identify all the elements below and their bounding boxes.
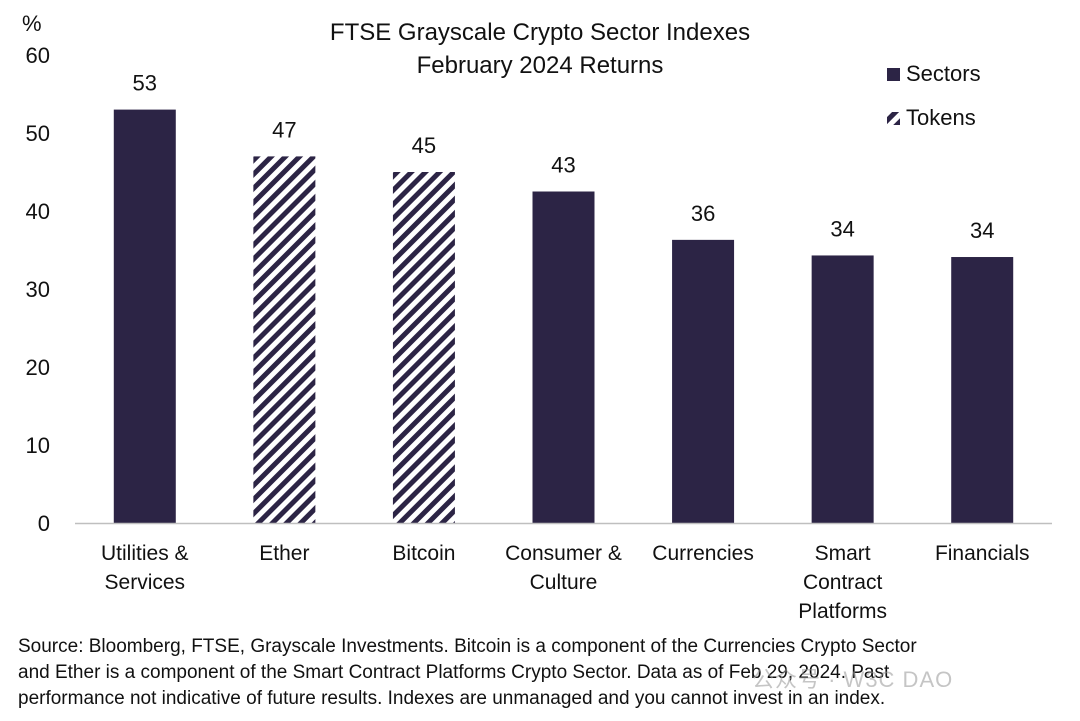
legend-swatch-tokens: [887, 112, 900, 125]
x-tick-label: Contract: [803, 571, 883, 594]
source-line-3: performance not indicative of future res…: [18, 688, 886, 709]
data-label: 47: [272, 117, 296, 142]
source-line-1: Source: Bloomberg, FTSE, Grayscale Inves…: [18, 636, 917, 657]
data-label: 53: [133, 71, 157, 96]
bar-0: [113, 109, 176, 523]
x-tick-label: Currencies: [652, 542, 754, 565]
x-tick-label: Utilities &: [101, 542, 189, 565]
legend-label-tokens: Tokens: [906, 105, 976, 130]
x-tick-label: Consumer &: [505, 542, 622, 565]
chart-title-line-1: FTSE Grayscale Crypto Sector Indexes: [330, 19, 750, 46]
chart-title: FTSE Grayscale Crypto Sector Indexes Febr…: [330, 19, 750, 79]
bar-6: [951, 257, 1014, 523]
y-axis: % 0 10 20 30 40 50 60: [22, 11, 50, 536]
legend: Sectors Tokens: [887, 61, 981, 130]
source-note: Source: Bloomberg, FTSE, Grayscale Inves…: [18, 634, 1068, 712]
source-line-2: and Ether is a component of the Smart Co…: [18, 662, 890, 683]
data-label: 36: [691, 201, 715, 226]
legend-label-sectors: Sectors: [906, 61, 981, 86]
y-tick-label: 10: [26, 433, 50, 458]
bar-3: [532, 191, 595, 523]
y-tick-label: 30: [26, 277, 50, 302]
data-label: 34: [970, 218, 994, 243]
y-axis-label: %: [22, 11, 42, 36]
bar-5: [811, 255, 874, 523]
watermark: 公众号 · W3C DAO: [752, 667, 954, 692]
x-tick-label: Bitcoin: [392, 542, 455, 565]
bar-chart: FTSE Grayscale Crypto Sector Indexes Febr…: [22, 11, 1052, 623]
y-tick-label: 50: [26, 121, 50, 146]
y-tick-label: 40: [26, 199, 50, 224]
y-tick-label: 20: [26, 355, 50, 380]
x-tick-label: Culture: [530, 571, 598, 594]
data-label: 43: [551, 153, 575, 178]
x-tick-label: Financials: [935, 542, 1030, 565]
bar-4: [672, 239, 735, 524]
x-tick-label: Ether: [259, 542, 309, 565]
y-tick-label: 60: [26, 43, 50, 68]
bar-1: [253, 156, 316, 523]
x-tick-label: Smart: [815, 542, 871, 565]
data-label: 34: [830, 216, 854, 241]
x-axis: Utilities & Services Ether Bitcoin Consumer …: [75, 522, 1052, 623]
x-tick-label: Services: [105, 571, 186, 594]
data-label: 45: [412, 133, 436, 158]
y-tick-label: 0: [38, 511, 50, 536]
x-tick-label: Platforms: [798, 600, 887, 623]
bar-2: [392, 172, 455, 523]
legend-swatch-sectors: [887, 68, 900, 81]
bars: 53 47 45 43 36 34 34: [113, 71, 1014, 524]
chart-title-line-2: February 2024 Returns: [417, 52, 664, 79]
